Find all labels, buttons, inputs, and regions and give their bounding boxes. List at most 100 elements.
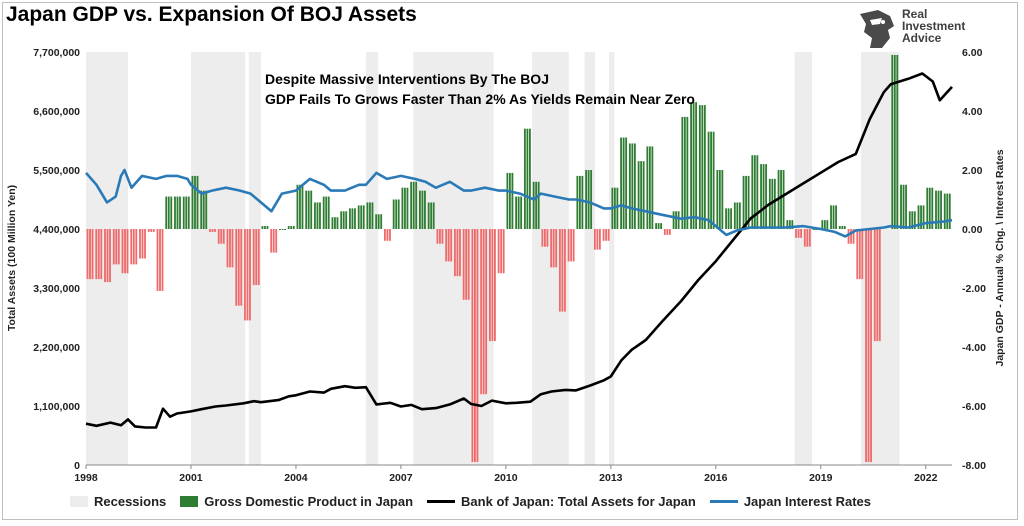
gdp-bar-strip: [209, 229, 211, 232]
gdp-bar-strip: [633, 143, 636, 229]
gdp-bar-strip: [835, 205, 837, 229]
gdp-bar-strip: [878, 229, 881, 342]
gdp-bar-strip: [570, 229, 573, 262]
gdp-bar-strip: [668, 229, 671, 235]
gdp-bar-strip: [572, 229, 575, 262]
gdp-bar-positive: [943, 193, 951, 229]
gdp-bar-positive: [296, 184, 304, 229]
gdp-bar-positive: [392, 199, 400, 229]
left-tick-label: 3,300,000: [33, 283, 80, 295]
gdp-bar-negative: [436, 229, 444, 244]
gdp-bar-strip: [296, 184, 299, 229]
gdp-bar-strip: [202, 190, 205, 229]
gdp-bar-strip: [281, 229, 284, 230]
recession-band: [248, 52, 261, 465]
right-tick-label: -2.00: [962, 283, 986, 295]
gdp-bar-strip: [336, 217, 339, 229]
gdp-bar-negative: [121, 229, 129, 274]
gdp-bar-strip: [651, 146, 654, 229]
gdp-bar-strip: [217, 229, 220, 244]
gdp-bar-negative: [147, 229, 155, 232]
gdp-bar-positive: [174, 196, 181, 229]
x-tick-label: 1998: [74, 472, 98, 484]
gdp-bar-strip: [319, 202, 321, 229]
gdp-bar-strip: [520, 196, 523, 229]
gdp-bar-negative: [663, 229, 671, 235]
gdp-bar-strip: [112, 229, 115, 265]
gdp-bar-strip: [946, 193, 949, 229]
gdp-bar-strip: [905, 184, 907, 229]
gdp-bar-strip: [231, 229, 234, 268]
legend-swatch-gdp: [180, 495, 199, 507]
gdp-bar-strip: [660, 223, 663, 229]
axes: 0 1,100,000 2,200,000 3,300,000 4,400,000 5,5…: [33, 47, 986, 484]
gdp-bar-strip: [707, 131, 710, 229]
gdp-bar-strip: [712, 131, 715, 229]
gdp-bar-strip: [900, 184, 902, 229]
gdp-bar-negative: [139, 229, 146, 259]
gdp-bar-strip: [500, 229, 503, 274]
gdp-bar-negative: [209, 229, 216, 232]
gdp-bar-strip: [465, 229, 468, 300]
gdp-bar-negative: [873, 229, 881, 342]
gdp-bar-strip: [284, 229, 286, 230]
gdp-bar-strip: [126, 229, 129, 274]
gdp-bar-negative: [480, 229, 488, 395]
gdp-bar-strip: [681, 116, 684, 229]
logo-line-1: Real: [902, 7, 928, 21]
gdp-bar-strip: [91, 229, 94, 280]
gdp-bar-strip: [552, 229, 555, 268]
gdp-bars: [86, 54, 951, 463]
legend-item-recessions: Recessions: [70, 494, 166, 509]
gdp-bar-strip: [187, 196, 190, 229]
gdp-bar-strip: [826, 220, 829, 229]
gdp-bar-strip: [867, 229, 870, 463]
legend-item-boj-assets: Bank of Japan: Total Assets for Japan: [427, 494, 696, 509]
gdp-bar-strip: [563, 229, 566, 312]
series-lines: [85, 72, 953, 429]
legend-label-gdp: Gross Domestic Product in Japan: [204, 493, 414, 509]
left-tick-label: 7,700,000: [33, 47, 80, 59]
gdp-bar-strip: [607, 229, 610, 241]
legend-item-interest-rates: Japan Interest Rates: [709, 494, 871, 509]
gdp-bar-positive: [742, 175, 750, 229]
recession-bands: [86, 52, 900, 465]
gdp-bar-strip: [194, 175, 196, 229]
gdp-bar-positive: [672, 211, 680, 229]
legend-label-recessions: Recessions: [94, 493, 167, 509]
right-tick-label: -6.00: [962, 401, 986, 413]
gdp-bar-strip: [797, 229, 800, 238]
gdp-bar-positive: [900, 184, 907, 229]
gdp-bar-strip: [135, 229, 138, 265]
gdp-bar-negative: [471, 229, 479, 463]
gdp-bar-strip: [121, 229, 124, 274]
gdp-bar-strip: [830, 205, 832, 229]
gdp-bar-strip: [349, 208, 351, 229]
gdp-bar-strip: [235, 229, 238, 306]
gdp-bar-positive: [655, 223, 663, 229]
gdp-bar-strip: [290, 226, 293, 229]
gdp-bar-negative: [445, 229, 453, 262]
legend-swatch-interest-rates: [709, 499, 738, 503]
gdp-bar-strip: [156, 229, 159, 291]
gdp-bar-strip: [488, 229, 491, 342]
gdp-bar-negative: [550, 229, 558, 268]
gdp-bar-strip: [482, 229, 485, 395]
gdp-bar-negative: [865, 229, 872, 463]
gdp-bar-strip: [640, 161, 643, 229]
gdp-bar-strip: [677, 211, 680, 229]
gdp-bar-strip: [622, 137, 625, 229]
gdp-bar-strip: [439, 229, 441, 244]
gdp-bar-strip: [476, 229, 479, 463]
gdp-bar-strip: [450, 229, 453, 262]
gdp-bar-strip: [314, 202, 316, 229]
gdp-bar-positive: [690, 102, 698, 229]
gdp-bar-strip: [237, 229, 240, 306]
gdp-bar-strip: [432, 202, 435, 229]
gdp-bar-strip: [727, 208, 730, 229]
gdp-bar-negative: [558, 229, 566, 312]
gdp-bar-strip: [555, 229, 558, 268]
gdp-bar-strip: [940, 190, 942, 229]
gdp-bar-strip: [587, 170, 590, 229]
gdp-bar-strip: [765, 164, 768, 229]
